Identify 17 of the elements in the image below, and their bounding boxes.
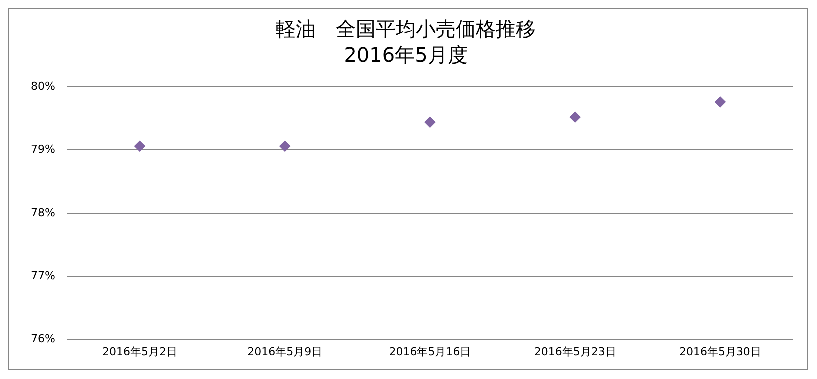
point bbox=[280, 140, 291, 152]
point bbox=[424, 116, 436, 128]
y-tick-label: 79% bbox=[30, 143, 56, 156]
x-tick-label: 2016年5月16日 bbox=[389, 345, 472, 358]
point bbox=[134, 140, 146, 152]
point bbox=[570, 112, 581, 123]
x-tick-label: 2016年5月23日 bbox=[534, 345, 616, 358]
y-tick-label: 78% bbox=[30, 206, 56, 220]
x-tick-label: 2016年5月30日 bbox=[679, 345, 762, 358]
y-tick-label: 77% bbox=[30, 269, 56, 282]
y-tick-label: 76% bbox=[30, 332, 56, 346]
x-tick-label: 2016年5月2日 bbox=[102, 345, 178, 358]
point bbox=[714, 96, 726, 108]
y-tick-label: 80% bbox=[30, 80, 56, 93]
chart-subtitle: 2016年5月度 bbox=[344, 43, 468, 68]
chart-title: 軽油 全国平均小売価格推移 bbox=[276, 17, 536, 42]
x-tick-label: 2016年5月9日 bbox=[248, 345, 323, 358]
